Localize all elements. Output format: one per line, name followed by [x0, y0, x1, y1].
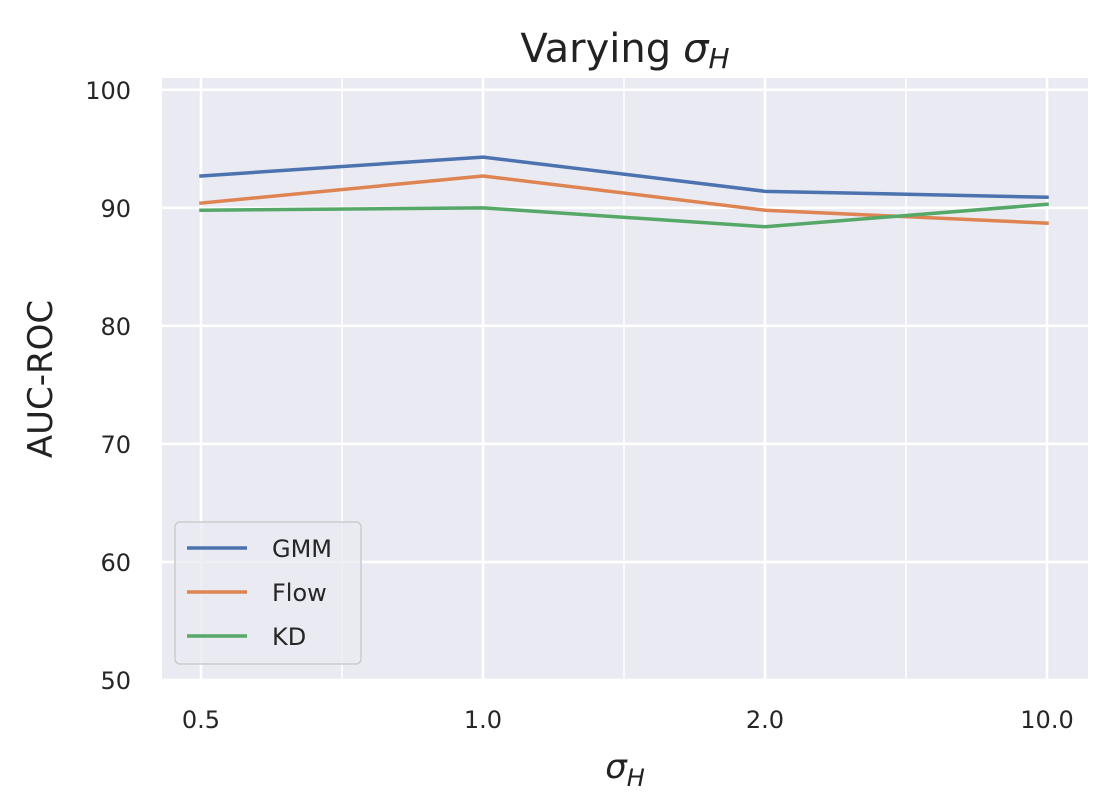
y-axis-label: AUC-ROC: [21, 300, 61, 458]
chart-title-text: Varying: [520, 26, 671, 72]
x-tick-label: 2.0: [746, 706, 784, 734]
chart-title: Varying σH: [520, 26, 729, 75]
y-tick-label: 80: [100, 313, 131, 341]
x-tick-labels: 0.5 1.0 2.0 10.0: [182, 706, 1074, 734]
y-tick-label: 100: [85, 77, 131, 105]
legend: GMM Flow KD: [174, 521, 362, 665]
x-tick-label: 10.0: [1020, 706, 1073, 734]
chart-title-symbol: σ: [683, 26, 710, 72]
y-tick-label: 70: [100, 431, 131, 459]
series-line-gmm: [199, 155, 1049, 200]
x-axis-label-subscript: H: [627, 764, 645, 792]
chart-title-subscript: H: [709, 42, 730, 75]
legend-label-flow: Flow: [272, 579, 327, 607]
y-tick-labels: 50 60 70 80 90 100: [85, 77, 131, 695]
legend-label-gmm: GMM: [272, 535, 332, 563]
x-axis-label: σH: [605, 747, 645, 792]
y-tick-label: 60: [100, 549, 131, 577]
y-tick-label: 50: [100, 667, 131, 695]
x-axis-label-symbol: σ: [605, 747, 628, 787]
series-line-kd: [199, 202, 1049, 229]
series-lines: [199, 155, 1049, 229]
x-tick-label: 1.0: [464, 706, 502, 734]
y-tick-label: 90: [100, 195, 131, 223]
legend-box: [174, 521, 362, 665]
legend-label-kd: KD: [272, 623, 306, 651]
x-tick-label: 0.5: [182, 706, 220, 734]
